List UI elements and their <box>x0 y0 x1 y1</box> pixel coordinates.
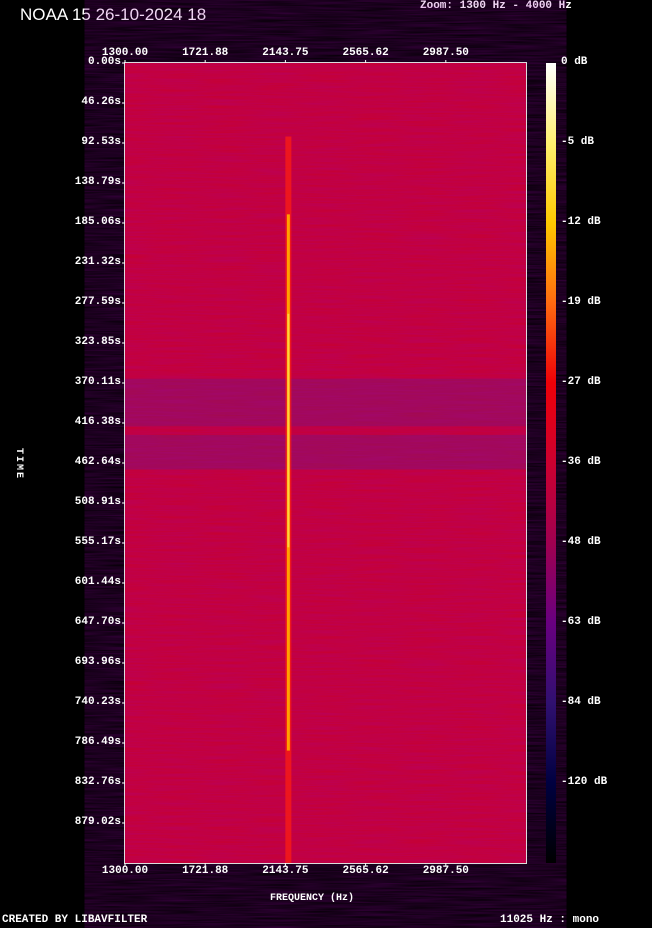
y-tick-label: 231.32s <box>74 256 121 268</box>
colorbar-tick-label: -63 dB <box>561 616 601 628</box>
y-tick-label: 786.49s <box>74 736 121 748</box>
y-tick-label: 416.38s <box>74 416 121 428</box>
y-tick-label: 879.02s <box>74 816 121 828</box>
y-tick-label: 740.23s <box>74 696 121 708</box>
colorbar-tick-label: -48 dB <box>561 536 601 548</box>
colorbar-tick-label: -12 dB <box>561 216 601 228</box>
x-tick-label-top: 2987.50 <box>422 47 469 59</box>
y-tick-label: 185.06s <box>74 216 121 228</box>
colorbar-tick-label: -84 dB <box>561 696 601 708</box>
x-tick-label-bottom: 2143.75 <box>262 865 309 877</box>
y-tick-label: 92.53s <box>81 136 121 148</box>
colorbar-tick-label: 0 dB <box>561 56 588 68</box>
x-tick-label-top: 2143.75 <box>262 47 309 59</box>
noise-texture <box>125 63 526 863</box>
created-by-label: CREATED BY LIBAVFILTER <box>2 914 148 926</box>
x-tick-label-bottom: 2987.50 <box>422 865 469 877</box>
y-tick-label: 323.85s <box>74 336 121 348</box>
colorbar <box>546 63 556 863</box>
zoom-range-label: Zoom: 1300 Hz - 4000 Hz <box>420 0 572 12</box>
y-tick-label: 508.91s <box>74 496 121 508</box>
chart-title: NOAA 15 26-10-2024 18 <box>20 5 207 24</box>
x-tick-label-bottom: 2565.62 <box>342 865 389 877</box>
x-axis-label: FREQUENCY (Hz) <box>270 893 355 904</box>
y-tick-label: 138.79s <box>74 176 121 188</box>
y-tick-label: 832.76s <box>74 776 121 788</box>
y-tick-label: 462.64s <box>74 456 121 468</box>
x-tick-label-top: 1300.00 <box>101 47 149 59</box>
x-tick-label-top: 2565.62 <box>342 47 389 59</box>
colorbar-tick-label: -19 dB <box>561 296 601 308</box>
x-tick-label-bottom: 1300.00 <box>101 865 149 877</box>
y-tick-label: 46.26s <box>81 96 121 108</box>
signal-peak <box>287 313 290 548</box>
sample-rate-label: 11025 Hz : mono <box>500 914 600 926</box>
colorbar-tick-label: -120 dB <box>561 776 608 788</box>
y-tick-label: 277.59s <box>74 296 121 308</box>
colorbar-tick-label: -5 dB <box>561 136 595 148</box>
y-tick-label: 601.44s <box>74 576 121 588</box>
y-tick-label: 370.11s <box>74 376 121 388</box>
colorbar-tick-label: -27 dB <box>561 376 601 388</box>
y-tick-label: 647.70s <box>74 616 121 628</box>
y-tick-label: 693.96s <box>74 656 121 668</box>
y-tick-label: 0.00s <box>87 56 121 68</box>
x-tick-label-bottom: 1721.88 <box>182 865 229 877</box>
colorbar-tick-label: -36 dB <box>561 456 601 468</box>
x-tick-label-top: 1721.88 <box>182 47 229 59</box>
y-axis-label: TIME <box>13 448 24 481</box>
y-tick-label: 555.17s <box>74 536 121 548</box>
